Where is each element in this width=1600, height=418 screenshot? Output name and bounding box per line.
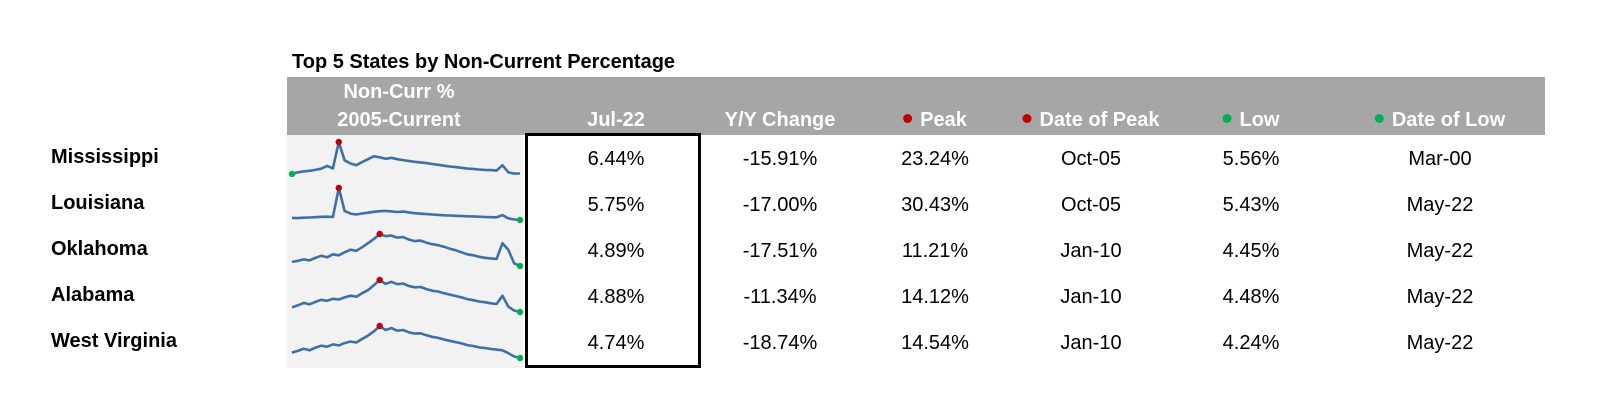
cell-jul22: 4.74% [587, 332, 645, 354]
row-state-label: Alabama [51, 284, 135, 306]
sparkline-peak-point [335, 184, 342, 192]
sparkline-column-background [287, 135, 523, 368]
sparkline [291, 276, 524, 316]
sparkline-series [291, 140, 521, 176]
cell-yoy: -17.51% [742, 240, 818, 262]
sparkline-low-point [288, 170, 296, 178]
peak-marker-icon [903, 114, 913, 124]
header-peak: Peak [903, 107, 967, 133]
cell-jul22: 4.88% [587, 286, 645, 308]
cell-low: 4.45% [1222, 240, 1280, 262]
header-jul22: Jul-22 [587, 109, 645, 131]
cell-low: 4.24% [1222, 332, 1280, 354]
header-date-of-low-label: Date of Low [1391, 109, 1506, 131]
cell-yoy: -18.74% [742, 332, 818, 354]
low-marker-icon [1374, 114, 1384, 124]
sparkline-peak-point [335, 138, 342, 146]
cell-peak-date: Oct-05 [1060, 148, 1122, 170]
sparkline-series [291, 232, 521, 268]
header-low-label: Low [1239, 109, 1280, 131]
cell-low-date: May-22 [1406, 286, 1474, 308]
sparkline-series [291, 324, 521, 360]
cell-low: 5.56% [1222, 148, 1280, 170]
row-state-label: Mississippi [51, 146, 159, 168]
cell-peak-date: Jan-10 [1060, 240, 1122, 262]
cell-low-date: May-22 [1406, 240, 1474, 262]
row-state-label: West Virginia [51, 330, 177, 352]
table-header: Non-Curr % 2005-Current Jul-22 Y/Y Chang… [287, 77, 1545, 135]
cell-low-date: May-22 [1406, 332, 1474, 354]
row-state-label: Oklahoma [51, 238, 148, 260]
cell-peak: 11.21% [901, 240, 969, 262]
sparkline-series [291, 278, 521, 314]
cell-low-date: Mar-00 [1408, 148, 1472, 170]
header-peak-label: Peak [920, 109, 967, 131]
sparkline-low-point [516, 216, 524, 224]
sparkline [291, 184, 524, 224]
header-yoy-change: Y/Y Change [724, 109, 836, 131]
header-sparkline-line2: 2005-Current [337, 109, 461, 131]
sparkline [288, 138, 521, 178]
cell-yoy: -17.00% [742, 194, 818, 216]
cell-yoy: -11.34% [743, 286, 817, 308]
current-month-highlight-box [525, 133, 701, 368]
cell-peak-date: Oct-05 [1060, 194, 1122, 216]
peak-marker-icon [1022, 114, 1032, 124]
cell-peak: 14.12% [901, 286, 969, 308]
sparkline-peak-point [376, 230, 383, 238]
table-title: Top 5 States by Non-Current Percentage [292, 51, 676, 73]
cell-peak: 30.43% [901, 194, 969, 216]
header-date-of-peak: Date of Peak [1022, 107, 1160, 133]
cell-low: 5.43% [1222, 194, 1280, 216]
cell-yoy: -15.91% [742, 148, 818, 170]
header-low: Low [1222, 107, 1280, 133]
row-state-label: Louisiana [51, 192, 145, 214]
cell-jul22: 5.75% [587, 194, 645, 216]
cell-peak-date: Jan-10 [1060, 332, 1122, 354]
sparkline [291, 322, 524, 362]
sparkline-peak-point [376, 276, 383, 284]
sparkline-series [291, 186, 521, 222]
sparkline-low-point [516, 262, 524, 270]
header-date-of-low: Date of Low [1374, 107, 1506, 133]
low-marker-icon [1222, 114, 1232, 124]
header-date-of-peak-label: Date of Peak [1039, 109, 1160, 131]
cell-peak: 14.54% [901, 332, 969, 354]
sparkline-low-point [516, 308, 524, 316]
header-sparkline-line1: Non-Curr % [343, 81, 455, 103]
sparkline-low-point [516, 354, 524, 362]
sparkline [291, 230, 524, 270]
cell-low-date: May-22 [1406, 194, 1474, 216]
cell-peak: 23.24% [901, 148, 969, 170]
cell-peak-date: Jan-10 [1060, 286, 1122, 308]
sparkline-peak-point [376, 322, 383, 330]
cell-jul22: 4.89% [587, 240, 645, 262]
cell-low: 4.48% [1222, 286, 1280, 308]
cell-jul22: 6.44% [587, 148, 645, 170]
